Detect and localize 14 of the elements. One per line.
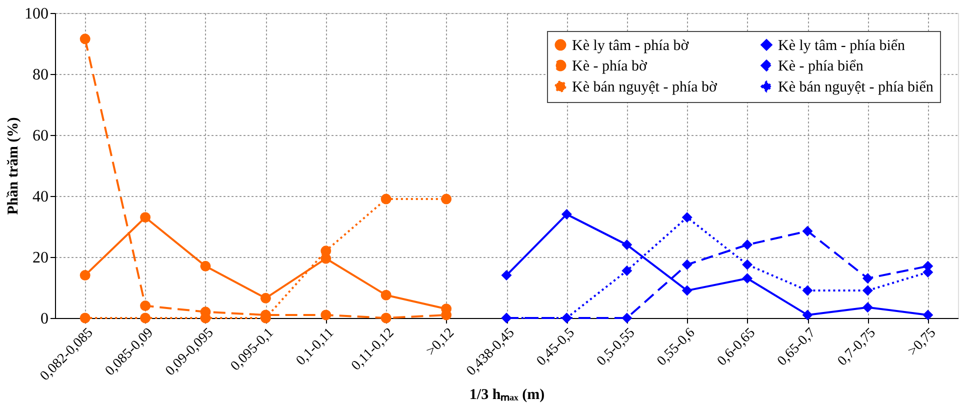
legend-label: Kè - phía bờ: [572, 58, 648, 74]
y-tick-label: 40: [32, 188, 48, 206]
y-tick-label: 0: [40, 310, 48, 328]
y-axis-title: Phần trăm (%): [6, 117, 22, 215]
legend-label: Kè ly tâm - phía biển: [778, 38, 906, 54]
y-tick-label: 20: [32, 250, 48, 266]
legend-label: Kè bán nguyệt - phía bờ: [572, 80, 718, 96]
x-axis-title: 1/3 hₘₐₓ (m): [469, 387, 545, 404]
legend-label: Kè ly tâm - phía bờ: [572, 38, 690, 54]
legend-label: Kè bán nguyệt - phía biển: [778, 80, 934, 96]
y-tick-label: 80: [32, 66, 48, 84]
y-tick-label: 100: [24, 6, 48, 22]
legend-label: Kè - phía biển: [778, 58, 864, 74]
y-tick-label: 60: [32, 128, 48, 144]
